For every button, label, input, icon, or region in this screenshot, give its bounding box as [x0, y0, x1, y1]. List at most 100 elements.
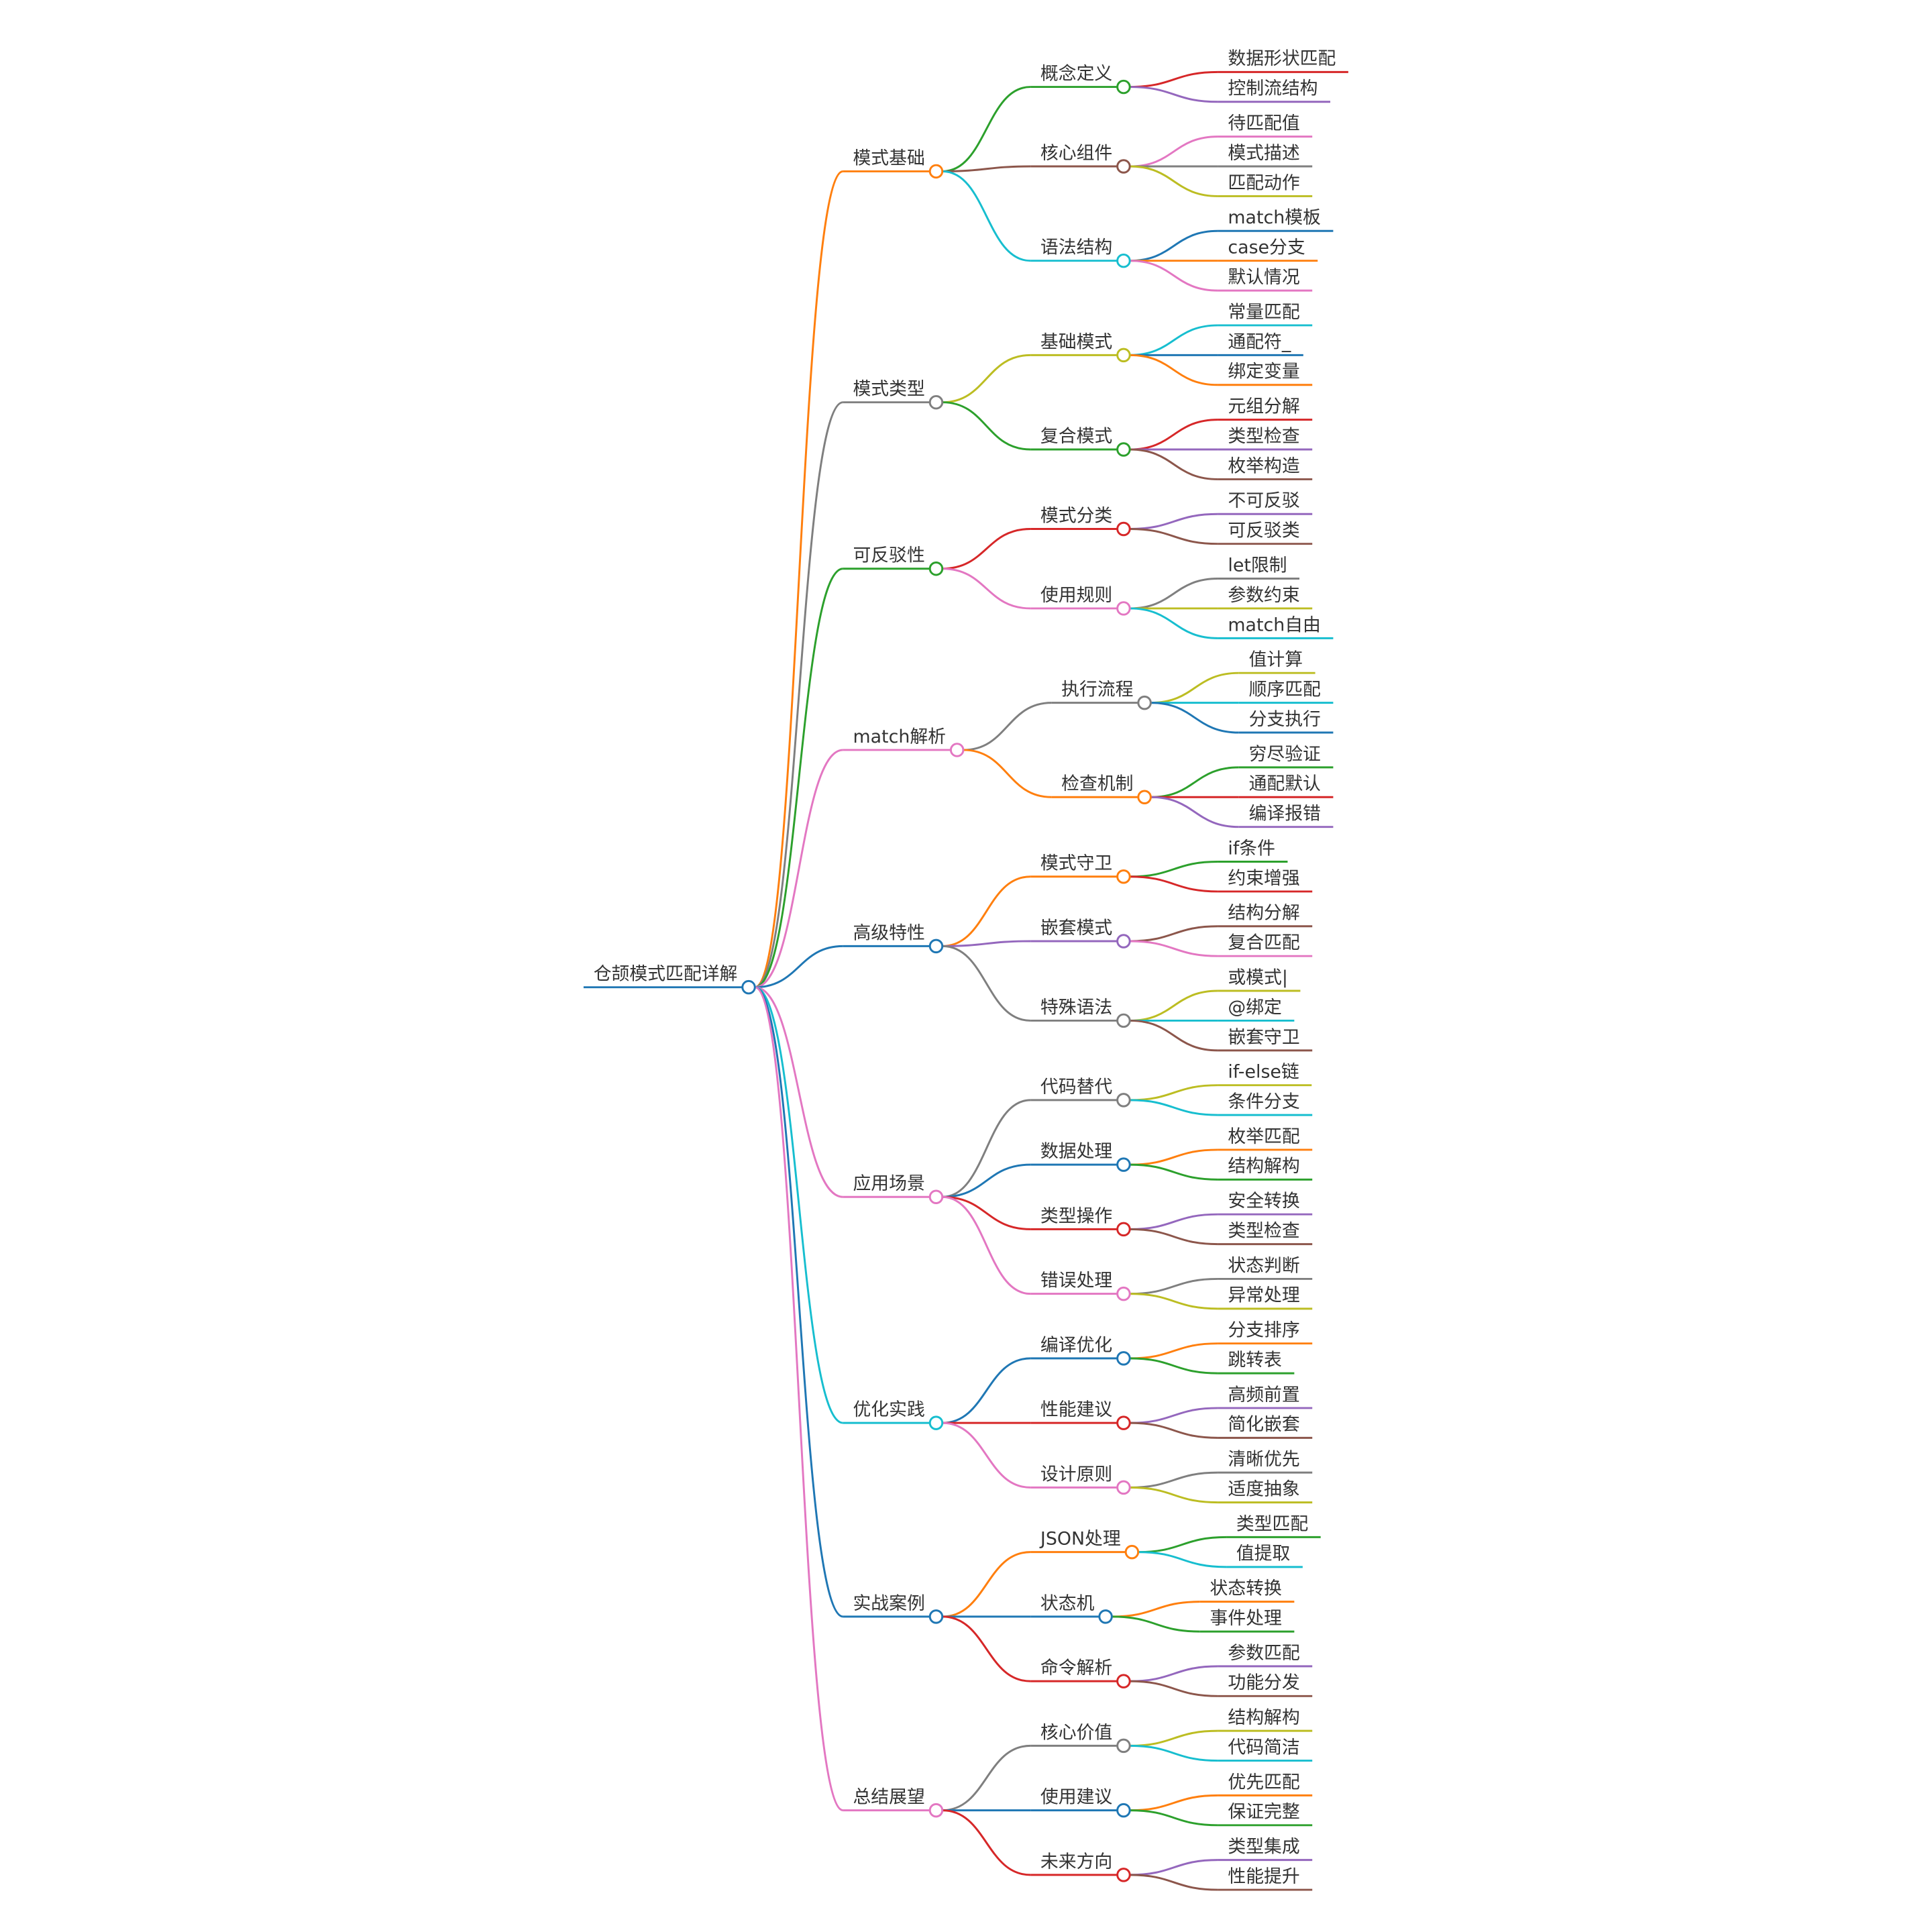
root-label: 仓颉模式匹配详解 [594, 964, 738, 985]
connector [754, 986, 844, 1618]
node-dot [1116, 1480, 1131, 1495]
node-dot [1116, 442, 1131, 457]
leaf-label: 事件处理 [1210, 1608, 1282, 1629]
leaf-label: match自由 [1228, 614, 1321, 635]
leaf-label: case分支 [1228, 237, 1305, 258]
connector [942, 1615, 1031, 1682]
connector [942, 170, 1031, 262]
connector [1130, 925, 1218, 943]
connector [1130, 1859, 1218, 1876]
branch-label: 命令解析 [1040, 1658, 1112, 1678]
branch-label: 特殊语法 [1040, 997, 1112, 1018]
leaf-label: let限制 [1228, 555, 1287, 576]
connector [1130, 1357, 1218, 1375]
node-dot [928, 1415, 944, 1430]
leaf-label: 结构解构 [1228, 1707, 1299, 1728]
branch-label: 应用场景 [853, 1173, 924, 1194]
connector [942, 1421, 1031, 1489]
branch-label: 数据处理 [1040, 1141, 1112, 1162]
leaf-label: 待匹配值 [1228, 113, 1299, 133]
branch-label: 类型操作 [1040, 1205, 1112, 1226]
leaf-label: 不可反驳 [1228, 490, 1299, 511]
node-dot [949, 743, 965, 757]
connector [1130, 1874, 1218, 1891]
leaf-label: @绑定 [1228, 997, 1281, 1018]
leaf-label: 安全转换 [1228, 1191, 1299, 1212]
leaf-label: 条件分支 [1228, 1091, 1299, 1112]
connector [1130, 448, 1218, 480]
leaf-label: 简化嵌套 [1228, 1414, 1299, 1435]
node-dot [1116, 601, 1131, 616]
leaf-label: 功能分发 [1228, 1672, 1299, 1693]
leaf-label: 分支执行 [1249, 709, 1321, 730]
connector [1130, 1471, 1218, 1489]
leaf-label: 异常处理 [1228, 1285, 1299, 1306]
branch-label: 使用规则 [1040, 585, 1112, 606]
connector [1130, 1099, 1218, 1116]
connector [942, 1195, 1031, 1230]
connector [1130, 1680, 1218, 1697]
leaf-label: if-else链 [1228, 1062, 1299, 1083]
leaf-label: 结构分解 [1228, 903, 1299, 924]
branch-label: 错误处理 [1040, 1271, 1112, 1291]
branch-label: 语法结构 [1040, 237, 1112, 258]
leaf-label: 绑定变量 [1228, 362, 1299, 382]
connector [754, 401, 844, 989]
connector [942, 568, 1031, 610]
branch-label: 可反驳性 [853, 545, 924, 566]
node-dot [1116, 869, 1131, 884]
connector [942, 86, 1031, 172]
branch-label: 高级特性 [853, 922, 924, 943]
connector [942, 1099, 1031, 1198]
connector [754, 986, 843, 1424]
leaf-label: 清晰优先 [1228, 1449, 1299, 1470]
node-dot [1124, 1544, 1140, 1560]
connector [1130, 1228, 1218, 1246]
node-dot [1137, 695, 1152, 710]
leaf-label: 性能提升 [1228, 1866, 1299, 1887]
connector [1130, 528, 1218, 545]
connector [942, 354, 1031, 404]
branch-label: 检查机制 [1061, 773, 1133, 794]
connector [1130, 70, 1218, 89]
connector [942, 1195, 1031, 1295]
leaf-label: 约束增强 [1228, 868, 1299, 889]
leaf-label: 类型检查 [1228, 426, 1299, 447]
branch-label: 设计原则 [1040, 1464, 1112, 1485]
connector [1130, 136, 1218, 168]
connector [963, 749, 1052, 798]
branch-label: 实战案例 [853, 1593, 924, 1614]
connector [942, 875, 1031, 947]
branch-label: 执行流程 [1061, 680, 1133, 700]
connector [1130, 1809, 1218, 1827]
connector [754, 170, 844, 989]
branch-label: 代码替代 [1040, 1077, 1112, 1097]
connector [1130, 1665, 1218, 1682]
leaf-label: 跳转表 [1228, 1350, 1281, 1371]
leaf-label: 模式描述 [1228, 143, 1299, 164]
connector [1130, 229, 1218, 262]
connector [942, 1551, 1031, 1618]
branch-label: 性能建议 [1040, 1399, 1112, 1420]
leaf-label: 结构解构 [1228, 1156, 1299, 1177]
node-dot [1116, 1013, 1131, 1028]
connector [1130, 875, 1218, 893]
branch-label: 核心组件 [1040, 143, 1112, 164]
branch-label: 嵌套模式 [1040, 918, 1112, 938]
leaf-label: 数据形状匹配 [1228, 48, 1336, 69]
node-dot [928, 164, 944, 179]
connector [1130, 607, 1218, 639]
connector [942, 940, 1031, 947]
connector [1130, 1421, 1218, 1439]
node-dot [741, 979, 756, 995]
leaf-label: 编译报错 [1249, 804, 1321, 824]
node-dot [928, 1189, 944, 1205]
leaf-label: 顺序匹配 [1249, 680, 1321, 700]
connector [942, 1744, 1031, 1812]
leaf-label: 枚举匹配 [1228, 1126, 1299, 1147]
branch-label: 编译优化 [1040, 1335, 1112, 1356]
connector [942, 1357, 1031, 1424]
connector [1130, 1163, 1218, 1181]
connector [942, 401, 1031, 451]
